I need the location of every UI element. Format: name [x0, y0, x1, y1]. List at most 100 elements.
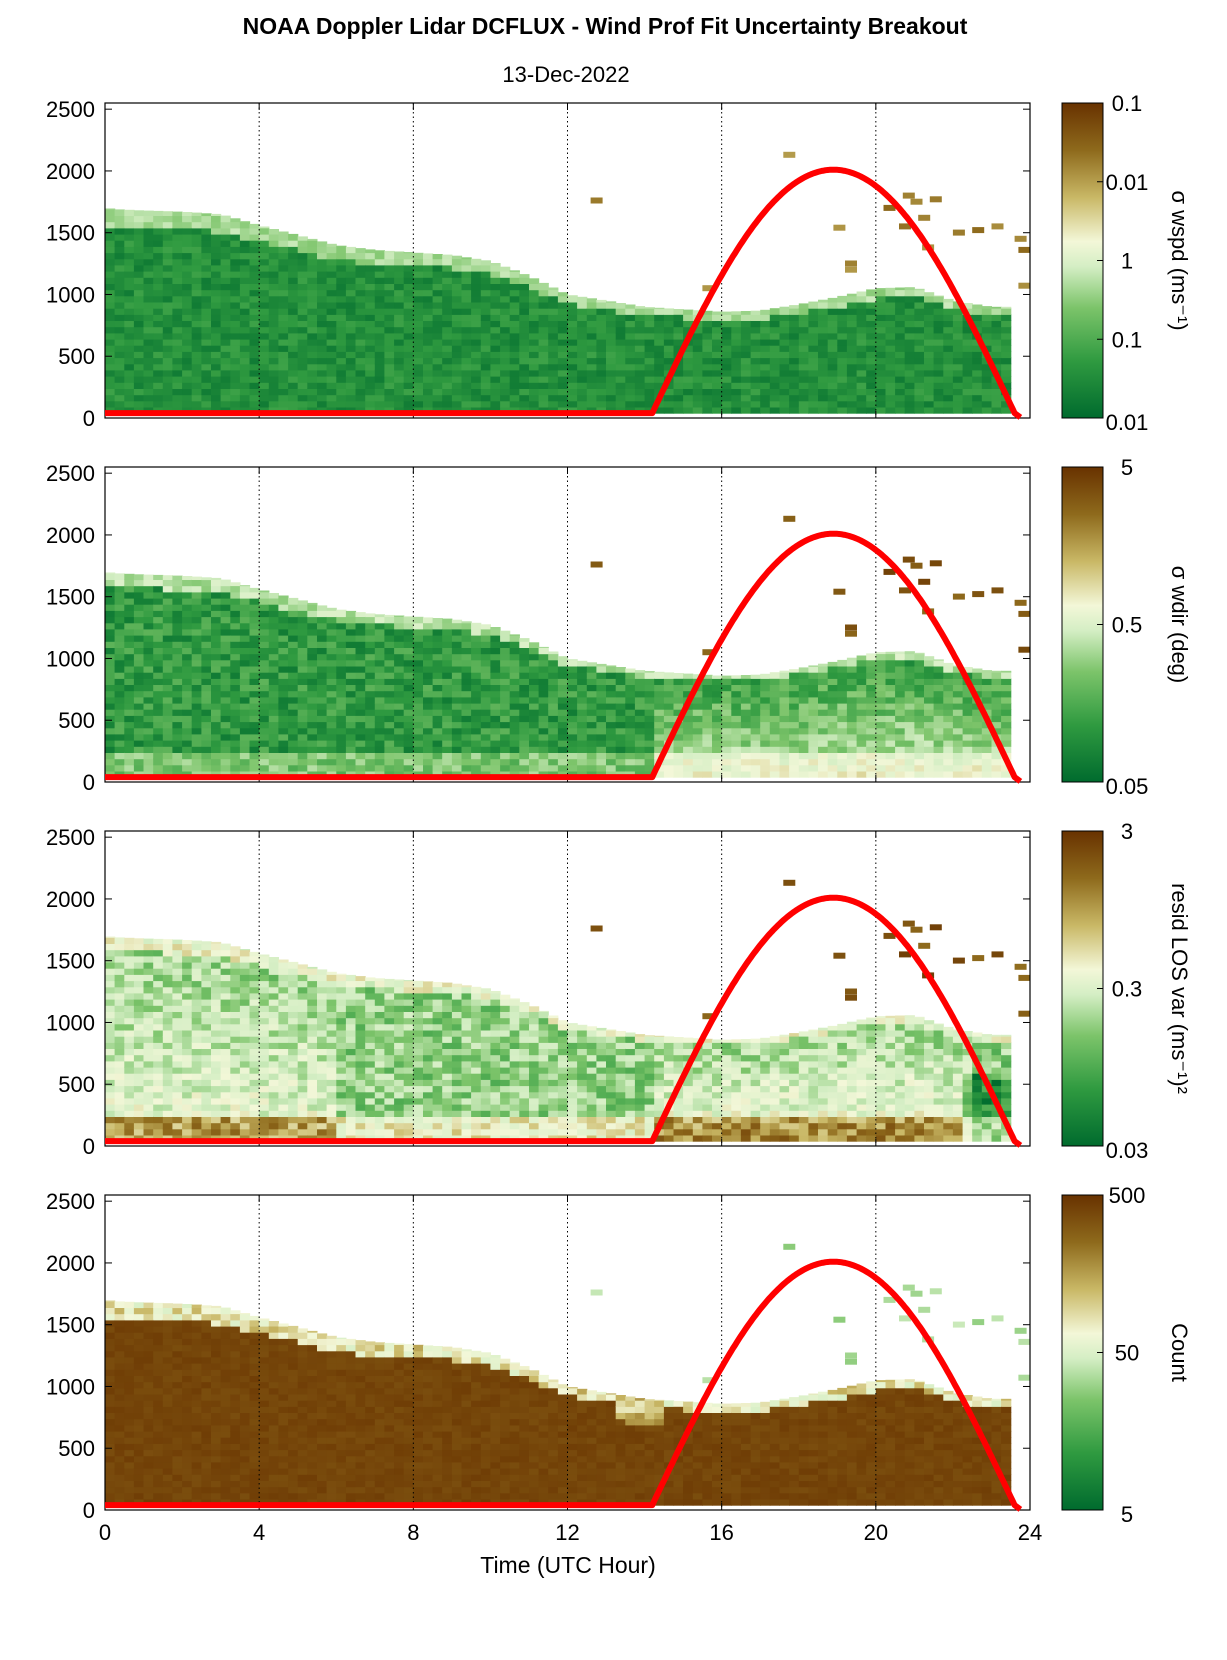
heatmap-cell: [182, 283, 192, 290]
heatmap-cell: [577, 382, 587, 389]
heatmap-cell: [384, 709, 394, 716]
heatmap-cell: [519, 308, 529, 315]
heatmap-cell: [462, 290, 472, 297]
heatmap-cell: [404, 308, 414, 315]
heatmap-cell: [192, 672, 202, 679]
heatmap-cell: [462, 691, 472, 698]
heatmap-cell: [722, 728, 732, 735]
heatmap-cell: [808, 684, 818, 691]
heatmap-cell: [914, 388, 924, 395]
heatmap-cell: [356, 271, 366, 278]
heatmap-cell: [462, 629, 472, 636]
heatmap-cell: [269, 746, 279, 753]
heatmap-cell: [134, 604, 144, 611]
heatmap-cell: [558, 345, 568, 352]
heatmap-cell: [481, 290, 491, 297]
heatmap-cell: [163, 962, 173, 969]
heatmap-cell: [192, 253, 202, 260]
heatmap-cell: [230, 218, 240, 222]
heatmap-cell: [442, 734, 452, 741]
heatmap-cell: [799, 734, 809, 741]
heatmap-cell: [568, 672, 578, 679]
heatmap-cell: [172, 212, 182, 217]
heatmap-cell: [182, 364, 192, 371]
heatmap-cell: [866, 345, 876, 352]
heatmap-cell: [442, 382, 452, 389]
heatmap-cell: [269, 308, 279, 315]
heatmap-cell: [115, 728, 125, 735]
heatmap-cell: [808, 740, 818, 747]
heatmap-cell: [182, 1079, 192, 1086]
heatmap-cell: [558, 684, 568, 691]
heatmap-cell: [182, 1110, 192, 1117]
heatmap-cell: [837, 351, 847, 358]
heatmap-cell: [423, 345, 433, 352]
heatmap-cell: [529, 734, 539, 741]
heatmap-cell: [394, 647, 404, 654]
heatmap-cell: [982, 376, 992, 383]
heatmap-cell: [240, 647, 250, 654]
heatmap-cell: [278, 740, 288, 747]
heatmap-cell: [269, 604, 279, 611]
heatmap-cell: [982, 333, 992, 340]
heatmap-cell: [317, 358, 327, 365]
heatmap-cell: [837, 376, 847, 383]
heatmap-cell: [722, 333, 732, 340]
heatmap-cell: [924, 376, 934, 383]
heatmap-cell: [847, 314, 857, 321]
heatmap-cell: [288, 647, 298, 654]
heatmap-cell: [413, 734, 423, 741]
heatmap-cell: [510, 647, 520, 654]
heatmap-cell: [924, 722, 934, 729]
heatmap-cell: [953, 314, 963, 321]
heatmap-cell: [462, 734, 472, 741]
heatmap-cell: [115, 1005, 125, 1012]
heatmap-cell: [587, 666, 597, 673]
heatmap-cell: [914, 320, 924, 327]
heatmap-cell: [462, 709, 472, 716]
heatmap-cell: [356, 296, 366, 303]
heatmap-cell: [144, 370, 154, 377]
heatmap-cell: [336, 364, 346, 371]
heatmap-cell: [221, 598, 231, 605]
heatmap-cell: [240, 308, 250, 315]
heatmap-cell: [568, 659, 578, 660]
heatmap-cell: [375, 290, 385, 297]
heatmap-cell: [683, 752, 693, 759]
heatmap-cell: [201, 684, 211, 691]
heatmap-cell: [510, 654, 520, 661]
heatmap-cell: [240, 333, 250, 340]
heatmap-cell: [837, 314, 847, 321]
heatmap-cell: [471, 277, 481, 284]
heatmap-cell: [577, 302, 587, 309]
heatmap-cell: [250, 604, 260, 611]
heatmap-cell: [327, 314, 337, 321]
heatmap-cell: [837, 691, 847, 698]
heatmap-cell: [144, 939, 154, 944]
heatmap-cell: [828, 395, 838, 402]
heatmap-cell: [471, 672, 481, 679]
heatmap-cell: [828, 302, 838, 309]
heatmap-cell: [587, 765, 597, 772]
heatmap-cell: [548, 715, 558, 722]
heatmap-cell: [442, 691, 452, 698]
heatmap-cell: [153, 211, 163, 216]
heatmap-cell: [693, 351, 703, 358]
heatmap-cell: [221, 987, 231, 994]
heatmap-cell: [124, 734, 134, 741]
heatmap-cell: [153, 1092, 163, 1099]
heatmap-cell: [221, 1073, 231, 1080]
heatmap-cell: [433, 327, 443, 334]
heatmap-cell: [876, 672, 886, 679]
heatmap-cell: [847, 765, 857, 772]
heatmap-cell: [914, 364, 924, 371]
heatmap-cell: [519, 715, 529, 722]
heatmap-cell: [413, 752, 423, 759]
heatmap-cell: [153, 759, 163, 766]
heatmap-cell: [278, 746, 288, 753]
heatmap-cell: [211, 395, 221, 402]
heatmap-cell: [365, 265, 375, 272]
heatmap-cell: [895, 684, 905, 691]
heatmap-cell: [433, 691, 443, 698]
heatmap-cell: [192, 579, 202, 586]
